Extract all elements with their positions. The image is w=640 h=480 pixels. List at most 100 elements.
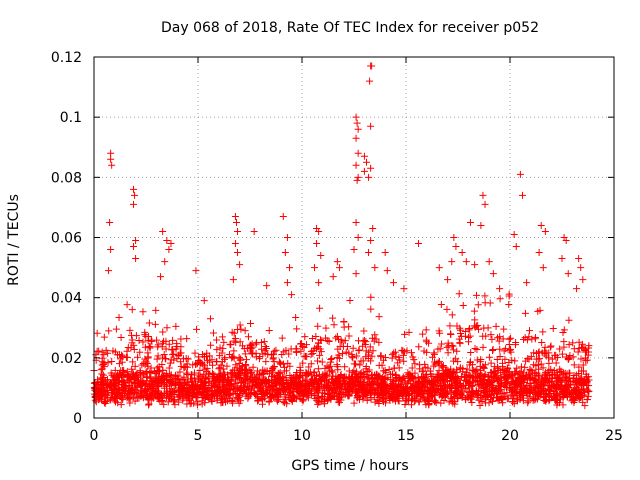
- data-point: [165, 382, 173, 390]
- data-point: [381, 249, 389, 257]
- data-point: [209, 361, 217, 369]
- data-point: [221, 354, 229, 362]
- data-point: [153, 393, 161, 401]
- data-point: [107, 149, 115, 157]
- data-point: [256, 383, 264, 391]
- data-point: [367, 122, 375, 130]
- data-point: [236, 338, 244, 346]
- data-point: [176, 368, 184, 376]
- data-point: [162, 393, 170, 401]
- data-point: [465, 326, 473, 334]
- data-point: [294, 381, 302, 389]
- data-point: [538, 339, 546, 347]
- data-point: [458, 249, 466, 257]
- data-point: [115, 372, 123, 380]
- data-point: [98, 370, 106, 378]
- data-point: [279, 212, 287, 220]
- data-point: [521, 309, 529, 317]
- data-point: [131, 372, 139, 380]
- data-point: [241, 327, 249, 335]
- data-point: [173, 375, 181, 383]
- data-point: [198, 377, 206, 385]
- data-point: [161, 258, 169, 266]
- data-point: [354, 149, 362, 157]
- data-point: [279, 385, 287, 393]
- data-point: [159, 394, 167, 402]
- data-point: [159, 227, 167, 235]
- data-point: [314, 365, 322, 373]
- data-point: [131, 362, 139, 370]
- data-point: [178, 380, 186, 388]
- data-point: [108, 161, 116, 169]
- data-point: [575, 255, 583, 263]
- data-point: [223, 362, 231, 370]
- data-point: [129, 358, 137, 366]
- data-point: [496, 345, 504, 353]
- data-point: [162, 373, 170, 381]
- data-point: [481, 200, 489, 208]
- data-point: [105, 267, 113, 275]
- data-point: [233, 387, 241, 395]
- data-point: [123, 301, 131, 309]
- data-point: [165, 246, 173, 254]
- data-point: [474, 301, 482, 309]
- data-point: [101, 388, 109, 396]
- data-point: [191, 374, 199, 382]
- data-point: [220, 369, 228, 377]
- data-point: [147, 373, 155, 381]
- data-point: [287, 394, 295, 402]
- data-point: [471, 316, 479, 324]
- data-point: [349, 354, 357, 362]
- data-point: [539, 328, 547, 336]
- data-point: [234, 227, 242, 235]
- data-point: [123, 371, 131, 379]
- data-point: [241, 350, 249, 358]
- data-point: [365, 249, 373, 257]
- data-point: [269, 365, 277, 373]
- data-point: [124, 377, 132, 385]
- data-point: [197, 377, 205, 385]
- data-point: [500, 325, 508, 333]
- data-point: [362, 158, 370, 166]
- data-point: [485, 258, 493, 266]
- data-point: [299, 359, 307, 367]
- data-point: [189, 361, 197, 369]
- y-tick-label: 0.04: [51, 291, 82, 307]
- data-point: [496, 285, 504, 293]
- data-point: [125, 378, 133, 386]
- data-point: [375, 313, 383, 321]
- data-point: [140, 388, 148, 396]
- data-point: [100, 363, 108, 371]
- data-point: [104, 376, 112, 384]
- data-point: [262, 358, 270, 366]
- data-point: [269, 354, 277, 362]
- data-point: [134, 353, 142, 361]
- data-point: [160, 337, 168, 345]
- data-point: [447, 330, 455, 338]
- x-tick-label: 0: [90, 428, 99, 444]
- data-point: [193, 325, 201, 333]
- data-point: [175, 398, 183, 406]
- data-point: [244, 333, 252, 341]
- data-point: [565, 316, 573, 324]
- data-point: [218, 333, 226, 341]
- data-point: [212, 358, 220, 366]
- data-point: [455, 290, 463, 298]
- data-point: [489, 270, 497, 278]
- data-point: [107, 155, 115, 163]
- data-point: [262, 345, 270, 353]
- data-point: [236, 321, 244, 329]
- data-point: [263, 282, 271, 290]
- data-point: [148, 337, 156, 345]
- data-point: [128, 339, 136, 347]
- data-point: [140, 370, 148, 378]
- data-point: [280, 374, 288, 382]
- x-tick-labels: 0 5 10 15 20 25: [90, 428, 623, 444]
- data-point: [302, 341, 310, 349]
- data-point: [229, 397, 237, 405]
- data-point: [292, 313, 300, 321]
- data-point: [184, 355, 192, 363]
- data-point: [315, 279, 323, 287]
- data-point: [128, 365, 136, 373]
- data-point: [333, 258, 341, 266]
